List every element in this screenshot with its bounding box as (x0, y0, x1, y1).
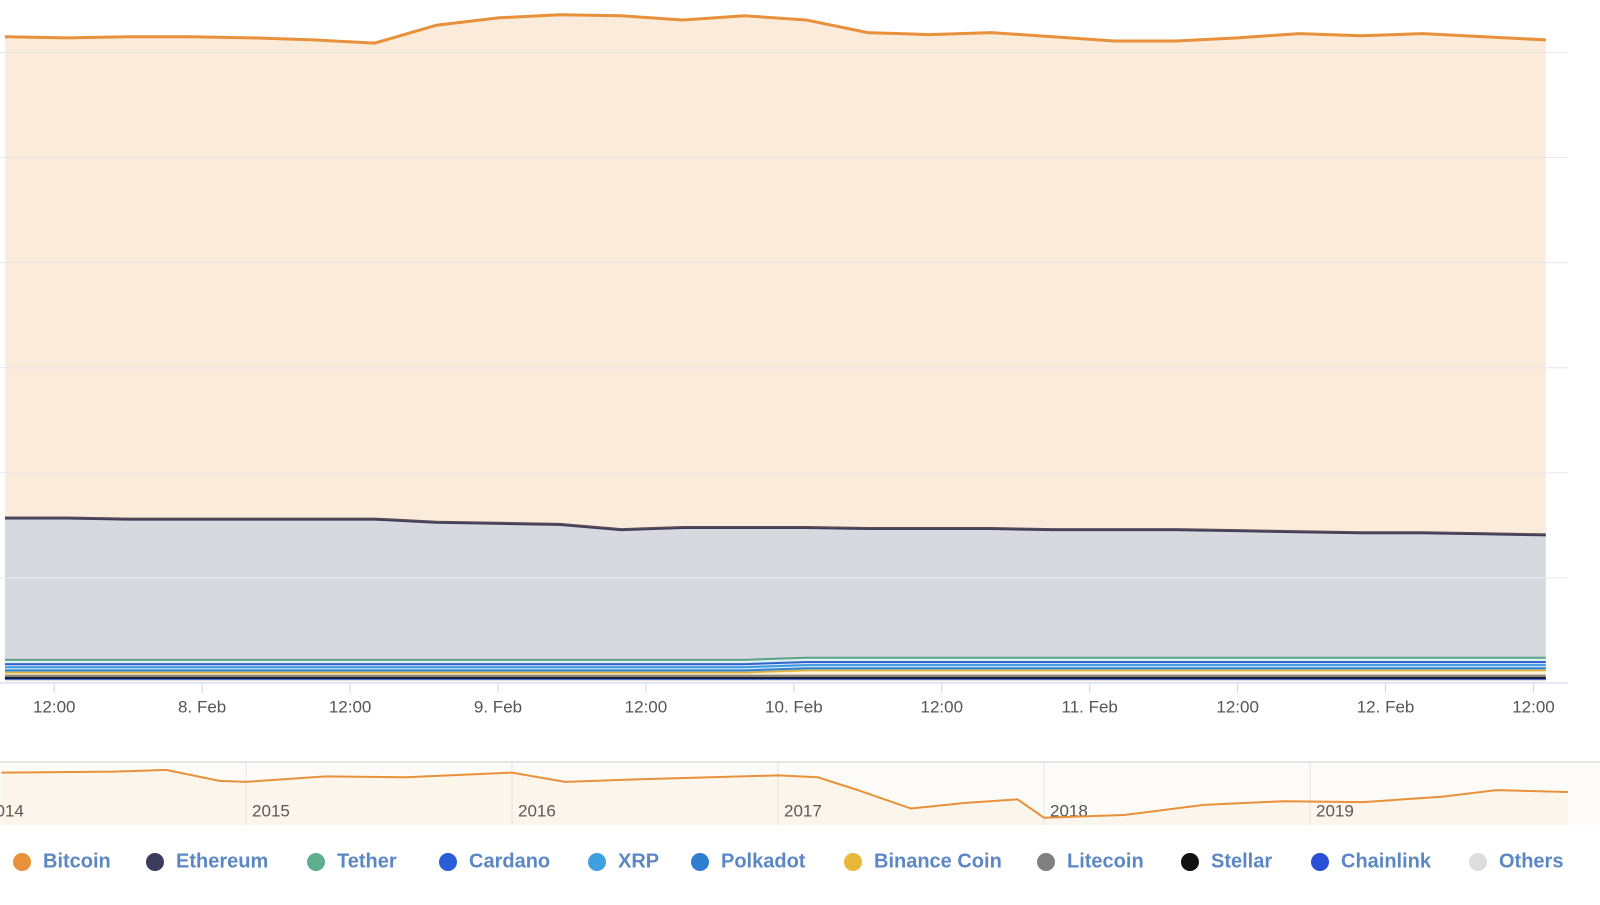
legend-symbol (307, 853, 325, 871)
legend-symbol (1311, 853, 1329, 871)
legend-symbol (1181, 853, 1199, 871)
legend-item[interactable]: Bitcoin (13, 850, 111, 872)
legend-label: Others (1499, 850, 1563, 872)
legend-label: Stellar (1211, 850, 1272, 872)
legend-item[interactable]: Others (1469, 850, 1563, 872)
x-tick-label: 8. Feb (178, 697, 226, 716)
area-fill (4, 665, 1546, 671)
area-fill (4, 661, 1546, 668)
legend-item[interactable]: Tether (307, 850, 397, 872)
legend-label: Litecoin (1067, 850, 1144, 872)
navigator-tick-label: 2019 (1316, 801, 1354, 820)
x-tick-label: 12:00 (625, 697, 668, 716)
navigator-tick-label: 2014 (0, 801, 24, 820)
area-fill (4, 657, 1546, 665)
area-fill (4, 668, 1546, 673)
legend-label: Cardano (469, 850, 550, 872)
navigator-tick-label: 2016 (518, 801, 556, 820)
legend-item[interactable]: Cardano (439, 850, 550, 872)
navigator-area (1, 769, 1568, 825)
x-tick-label: 11. Feb (1062, 697, 1118, 716)
series-line (4, 656, 1546, 661)
series-line (4, 669, 1546, 674)
areas (4, 13, 1546, 683)
navigator-background (0, 762, 1600, 825)
area-fill (4, 518, 1546, 660)
legend-symbol (844, 853, 862, 871)
legend-item[interactable]: Binance Coin (844, 850, 1002, 872)
x-tick-label: 9. Feb (474, 697, 522, 716)
legend-label: Binance Coin (874, 850, 1002, 872)
area-fill (4, 14, 1546, 535)
legend-symbol (439, 853, 457, 871)
series-line (4, 664, 1546, 669)
legend-symbol (1469, 853, 1487, 871)
legend-symbol (13, 853, 31, 871)
x-tick-label: 12:00 (33, 697, 76, 716)
legend-label: Ethereum (176, 850, 268, 872)
series-line (4, 667, 1546, 672)
legend-symbol (691, 853, 709, 871)
legend-item[interactable]: Stellar (1181, 850, 1272, 872)
x-tick-label: 12:00 (1512, 697, 1555, 716)
navigator-tick-label: 2015 (252, 801, 290, 820)
legend-label: XRP (618, 850, 659, 872)
legend-item[interactable]: Litecoin (1037, 850, 1144, 872)
legend-symbol (1037, 853, 1055, 871)
legend-label: Bitcoin (43, 850, 111, 872)
navigator-line (1, 768, 1569, 819)
x-tick-label: 12:00 (1216, 697, 1259, 716)
legend-label: Tether (337, 850, 397, 872)
legend-item[interactable]: Chainlink (1311, 850, 1432, 872)
navigator-tick-label: 2017 (784, 801, 822, 820)
plot-background (0, 0, 1568, 683)
area-fill (4, 670, 1546, 676)
x-tick-label: 12. Feb (1357, 697, 1415, 716)
x-tick-label: 12:00 (921, 697, 964, 716)
legend-symbol (146, 853, 164, 871)
series-line (4, 516, 1546, 537)
series-line (4, 660, 1546, 666)
x-tick-label: 10. Feb (765, 697, 823, 716)
legend-item[interactable]: XRP (588, 850, 659, 872)
legend-item[interactable]: Polkadot (691, 850, 806, 872)
legend-label: Polkadot (721, 850, 806, 872)
x-tick-label: 12:00 (329, 697, 372, 716)
legend-label: Chainlink (1341, 850, 1432, 872)
legend-item[interactable]: Ethereum (146, 850, 268, 872)
series-line (4, 13, 1546, 45)
legend-symbol (588, 853, 606, 871)
